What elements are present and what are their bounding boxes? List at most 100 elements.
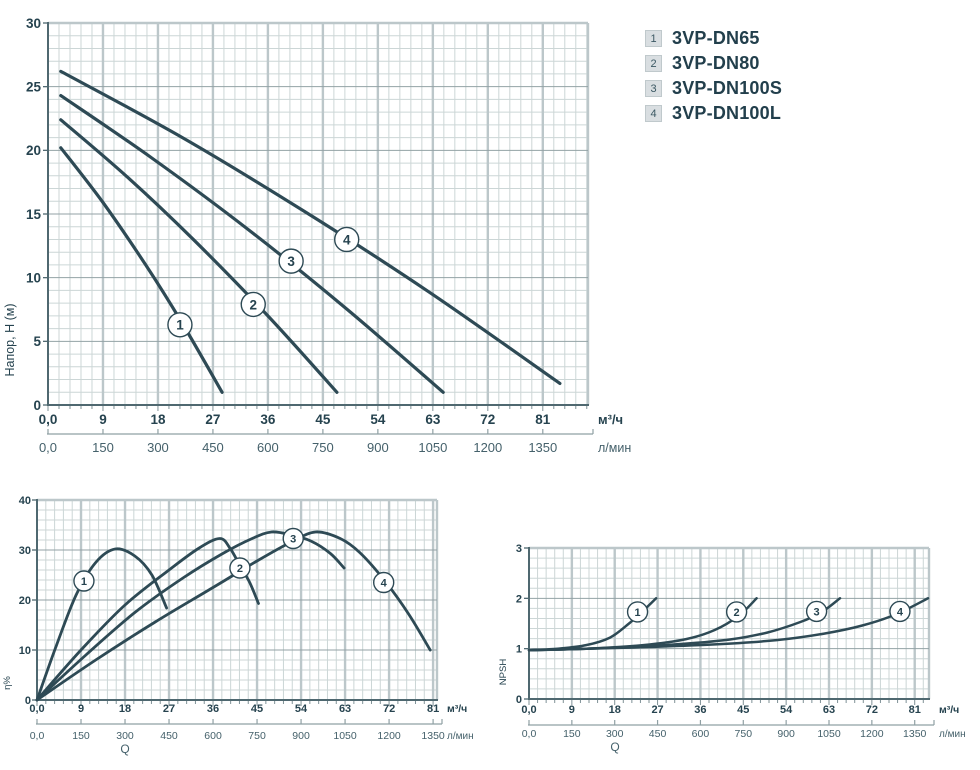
y-tick-label: 0 [516,694,522,706]
x-tick-label: 27 [651,704,663,716]
curve-marker-2 [229,557,251,579]
y-axis-label: η% [2,676,13,690]
x-tick-label: 27 [163,703,175,715]
y-tick-label: 2 [516,593,522,605]
y-tick-label: 5 [33,334,41,349]
y-tick-label: 10 [19,645,31,657]
y-tick-label: 20 [26,143,41,158]
curve-marker-label: 1 [635,607,641,619]
x2-tick-label: 750 [248,730,266,742]
y-tick-label: 20 [19,595,31,607]
curve-marker-label: 1 [81,576,87,588]
curve-marker-4 [372,571,395,594]
curve-series-1 [59,146,224,394]
curve-marker-label: 3 [287,254,295,269]
curve-marker-label: 2 [734,607,740,619]
legend-item-label: 3VP-DN100S [672,78,783,98]
x-tick-label: 54 [295,703,308,715]
y-axis-label: NPSH [498,659,509,686]
x-tick-label: 18 [119,703,131,715]
curve-marker-label: 1 [176,318,184,333]
x2-tick-label: 450 [160,730,178,742]
x-tick-label: 72 [480,412,495,427]
legend-item-label: 3VP-DN65 [672,28,760,48]
legend-item-2: 2 3VP-DN80 [645,53,782,73]
y-axis-label: Напор, Н (м) [3,303,17,376]
curve-marker-label: 3 [814,606,820,618]
legend-key-box: 1 [645,30,662,47]
x-axis-label: Q [610,740,619,754]
x2-tick-label: 150 [92,440,114,455]
x-tick-label: 81 [909,704,921,716]
y-tick-label: 30 [19,545,31,557]
x2-unit-label: л/мин [939,729,966,740]
x-tick-label: 18 [609,704,621,716]
y-tick-label: 1 [516,644,522,656]
x2-unit-label: л/мин [447,731,474,742]
x-tick-label: 72 [383,703,395,715]
x2-tick-label: 900 [777,728,795,740]
x-tick-label: 63 [339,703,351,715]
x-tick-label: 63 [425,412,441,427]
x2-tick-label: 150 [72,730,90,742]
curve-series-3 [527,597,842,652]
x2-unit-label: л/мин [598,441,631,455]
x2-tick-label: 1350 [903,728,927,740]
x-tick-label: 36 [207,703,219,715]
legend-item-label: 3VP-DN80 [672,53,760,73]
curve-series-4 [59,69,562,385]
x2-tick-label: 1200 [860,728,884,740]
x2-tick-label: 0,0 [39,440,57,455]
efficiency-chart: 0 10 20 30 40 0,0 9 18 27 36 45 54 63 72 81 м³/ч 0,0 150 3… [2,495,474,756]
legend-item-label: 3VP-DN100L [672,103,782,123]
x-tick-label: 36 [694,704,706,716]
y-tick-label: 15 [26,207,42,222]
x2-tick-label: 900 [367,440,389,455]
legend-item-4: 4 3VP-DN100L [645,103,782,123]
curve-marker-2 [725,601,748,623]
x2-tick-label: 1050 [333,730,357,742]
x-tick-label: 0,0 [39,412,58,427]
x2-tick-label: 900 [292,730,310,742]
x-tick-label: 9 [78,703,84,715]
curve-marker-2 [240,291,266,318]
x2-tick-label: 300 [147,440,169,455]
curve-marker-1 [626,601,649,623]
x-tick-label: 9 [569,704,575,716]
x2-tick-label: 600 [257,440,279,455]
x-tick-label: 54 [370,412,386,427]
x2-tick-label: 600 [204,730,222,742]
legend: 1 3VP-DN65 2 3VP-DN80 3 3VP-DN100S 4 3VP-DN100L [645,28,783,130]
x2-tick-label: 1200 [473,440,502,455]
x-tick-label: 45 [737,704,749,716]
legend-key-box: 2 [645,55,662,72]
legend-item-3: 3 3VP-DN100S [645,78,783,98]
x-tick-label: 0,0 [29,703,44,715]
x-unit-label: м³/ч [939,704,959,716]
curve-series-3 [35,530,346,702]
y-tick-label: 25 [26,80,42,95]
curve-marker-3 [278,248,304,274]
legend-key-box: 4 [645,105,662,122]
x2-tick-label: 300 [606,728,624,740]
y-tick-label: 30 [26,16,41,31]
x2-tick-label: 750 [735,728,753,740]
y-tick-label: 0 [33,398,41,413]
x2-tick-label: 1050 [418,440,447,455]
x2-tick-label: 1350 [421,730,445,742]
x2-tick-label: 450 [649,728,667,740]
curve-marker-label: 4 [897,606,904,618]
curve-marker-label: 2 [249,297,257,312]
y-tick-label: 40 [19,495,31,507]
y-tick-label: 3 [516,543,522,555]
x2-tick-label: 1350 [528,440,557,455]
x-axis-label: Q [120,742,129,756]
curve-series-1 [35,547,168,702]
x-tick-label: 81 [427,703,439,715]
x2-tick-label: 300 [116,730,134,742]
x2-tick-label: 0,0 [30,730,45,742]
curve-series-4 [527,597,930,652]
x-tick-label: 72 [866,704,878,716]
curve-marker-1 [73,570,95,592]
curve-marker-label: 4 [343,232,351,247]
